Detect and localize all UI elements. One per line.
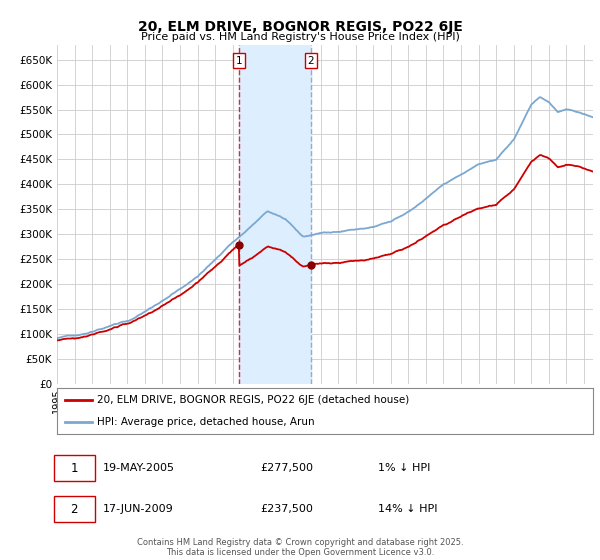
Text: £277,500: £277,500 [260,463,314,473]
Text: Contains HM Land Registry data © Crown copyright and database right 2025.
This d: Contains HM Land Registry data © Crown c… [137,538,463,557]
Text: 19-MAY-2005: 19-MAY-2005 [103,463,175,473]
Text: £237,500: £237,500 [260,504,313,514]
Text: 20, ELM DRIVE, BOGNOR REGIS, PO22 6JE: 20, ELM DRIVE, BOGNOR REGIS, PO22 6JE [137,20,463,34]
Text: HPI: Average price, detached house, Arun: HPI: Average price, detached house, Arun [97,417,315,427]
Text: 14% ↓ HPI: 14% ↓ HPI [379,504,438,514]
Text: 1: 1 [70,461,78,475]
Text: 17-JUN-2009: 17-JUN-2009 [103,504,173,514]
Bar [239,45,311,384]
FancyBboxPatch shape [55,496,95,522]
Text: 2: 2 [308,56,314,66]
Text: 2: 2 [70,502,78,516]
Text: 20, ELM DRIVE, BOGNOR REGIS, PO22 6JE (detached house): 20, ELM DRIVE, BOGNOR REGIS, PO22 6JE (d… [97,395,409,405]
Text: 1% ↓ HPI: 1% ↓ HPI [379,463,431,473]
FancyBboxPatch shape [55,455,95,482]
Text: 1: 1 [236,56,242,66]
Text: Price paid vs. HM Land Registry's House Price Index (HPI): Price paid vs. HM Land Registry's House … [140,32,460,43]
